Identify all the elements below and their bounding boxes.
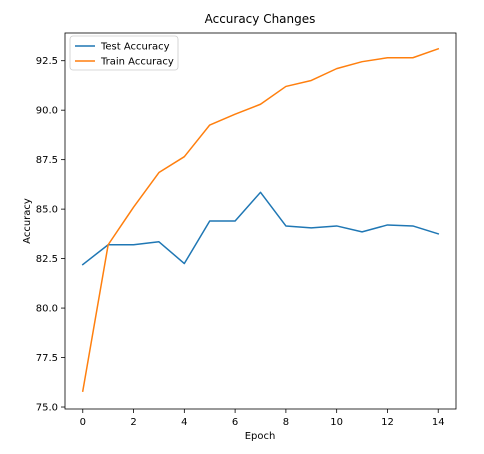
legend-label: Test Accuracy [100, 42, 170, 53]
x-axis-label: Epoch [245, 431, 276, 442]
x-tick-label: 4 [181, 417, 187, 428]
y-tick-label: 87.5 [36, 155, 58, 166]
y-tick-label: 92.5 [36, 56, 58, 67]
y-tick-label: 82.5 [36, 254, 58, 265]
chart-title: Accuracy Changes [205, 12, 316, 26]
x-tick-label: 12 [381, 417, 394, 428]
x-tick-label: 6 [232, 417, 238, 428]
y-tick-label: 90.0 [36, 106, 58, 117]
y-tick-label: 85.0 [36, 205, 58, 216]
legend: Test Accuracy Train Accuracy [70, 36, 178, 70]
y-tick-label: 75.0 [36, 403, 58, 414]
x-tick-label: 14 [432, 417, 445, 428]
y-tick-label: 80.0 [36, 304, 58, 315]
x-tick-label: 2 [130, 417, 136, 428]
series-line-train-accuracy [83, 49, 438, 391]
x-tick-label: 0 [80, 417, 86, 428]
y-axis-label: Accuracy [22, 198, 33, 244]
x-tick-label: 10 [330, 417, 343, 428]
plot-area: 0 2 4 6 8 10 12 14 75.0 77.5 80.0 82.5 85.0 87.5 90.0 9… [36, 33, 456, 428]
x-tick-label: 8 [283, 417, 289, 428]
y-tick-label: 77.5 [36, 353, 58, 364]
legend-label: Train Accuracy [100, 57, 174, 68]
